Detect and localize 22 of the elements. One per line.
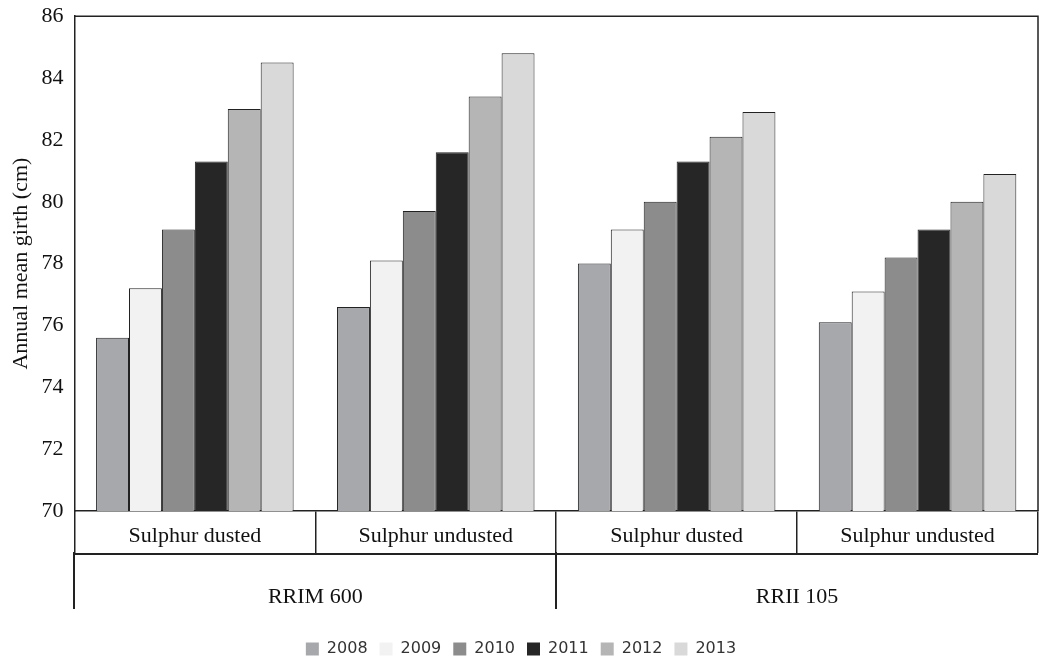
- legend-label: 2008: [326, 638, 368, 658]
- y-tick-label: 80: [41, 187, 64, 213]
- legend-label: 2013: [695, 638, 737, 658]
- legend-label: 2009: [400, 638, 442, 658]
- y-axis-title: Annual mean girth (cm): [6, 157, 32, 370]
- y-tick-label: 72: [41, 434, 64, 460]
- legend-label: 2011: [548, 638, 589, 658]
- x-tick-label: Sulphur dusted: [128, 521, 262, 547]
- legend-label: 2010: [474, 638, 515, 658]
- y-tick-label: 84: [41, 63, 64, 89]
- y-tick-label: 74: [41, 373, 64, 399]
- y-tick-label: 82: [41, 125, 64, 151]
- text: RRII 105: [755, 582, 839, 608]
- x-tick-label: Sulphur undusted: [358, 521, 514, 547]
- x-tick-label: Sulphur dusted: [610, 521, 743, 547]
- y-tick-label: 86: [41, 1, 64, 27]
- y-tick-label: 78: [41, 249, 64, 275]
- legend-label: 2012: [621, 638, 663, 658]
- text: RRIM 600: [267, 582, 363, 608]
- y-tick-label: 76: [41, 311, 64, 337]
- y-tick-label: 70: [41, 496, 64, 522]
- x-tick-label: Sulphur undusted: [840, 521, 995, 547]
